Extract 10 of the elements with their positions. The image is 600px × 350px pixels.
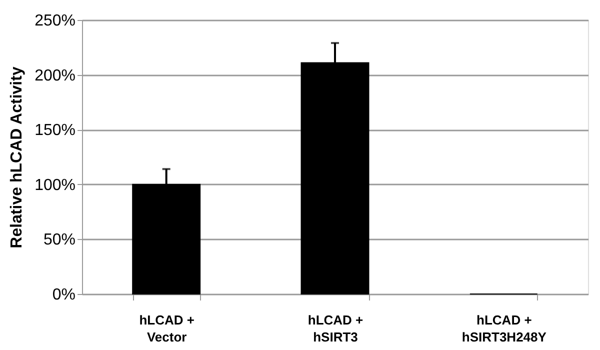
x-tick-label: hLCAD + Vector <box>139 312 195 344</box>
x-tick-label: hLCAD + hSIRT3H248Y <box>462 312 547 344</box>
y-tick-label: 250% <box>34 12 76 30</box>
y-tick-label: 150% <box>34 122 76 140</box>
y-tick-label: 100% <box>34 176 76 194</box>
x-tick-label: hLCAD + hSIRT3 <box>308 312 364 344</box>
y-axis-title: Relative hLCAD Activity <box>8 66 26 248</box>
y-tick-label: 0% <box>52 286 76 304</box>
y-tick-label: 200% <box>34 67 76 84</box>
y-tick-label: 50% <box>43 232 76 249</box>
